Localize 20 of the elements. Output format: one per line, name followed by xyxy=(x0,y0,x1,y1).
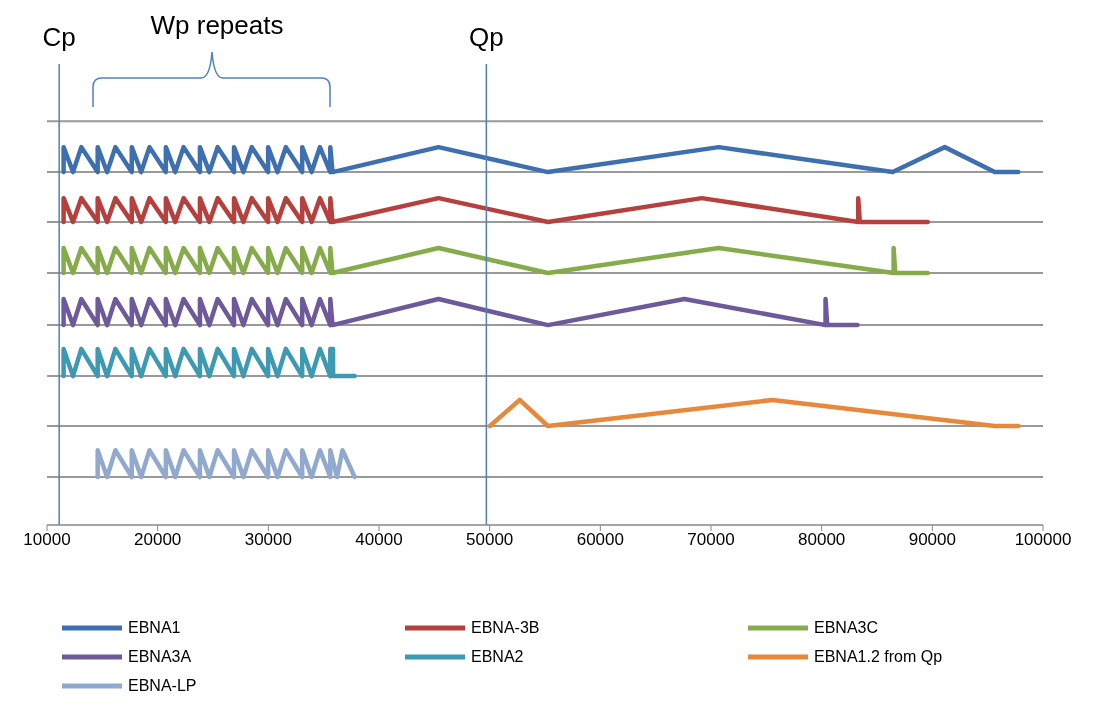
x-tick-label: 60000 xyxy=(576,530,624,550)
legend-label: EBNA3C xyxy=(814,619,879,637)
ref-line-label: Cp xyxy=(42,22,76,52)
x-tick-label: 10000 xyxy=(23,530,71,550)
x-tick-label: 90000 xyxy=(908,530,956,550)
x-tick-label: 80000 xyxy=(798,530,846,550)
x-tick-label: 30000 xyxy=(244,530,292,550)
x-tick-label: 40000 xyxy=(355,530,403,550)
ref-line-label: Qp xyxy=(469,22,504,52)
legend-label: EBNA2 xyxy=(471,648,524,666)
text: Wp repeats xyxy=(149,10,285,41)
legend-label: EBNA3A xyxy=(128,648,192,666)
x-tick-label: 50000 xyxy=(466,530,514,550)
x-tick-label: 20000 xyxy=(134,530,182,550)
legend-label: EBNA-3B xyxy=(471,619,540,637)
legend-label: EBNA1.2 from Qp xyxy=(814,648,943,666)
legend-label: EBNA-LP xyxy=(128,677,197,695)
x-tick-label: 70000 xyxy=(687,530,735,550)
x-tick-label: 100000 xyxy=(1014,530,1072,550)
legend-label: EBNA1 xyxy=(128,619,181,637)
